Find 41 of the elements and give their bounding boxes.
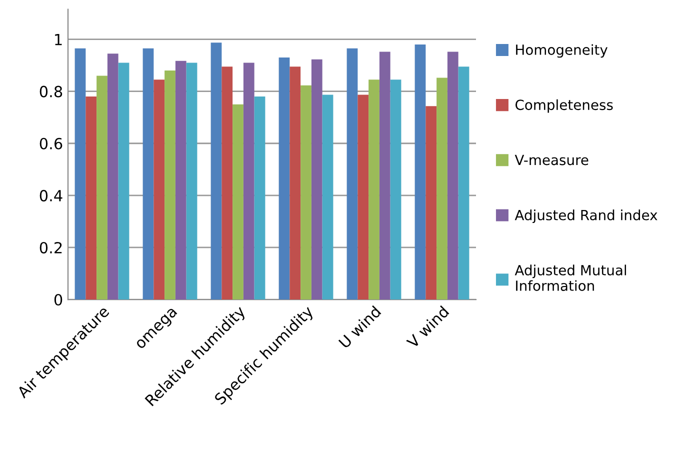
bar: [447, 52, 458, 300]
bar: [232, 104, 244, 300]
bar: [164, 70, 176, 300]
bar: [186, 62, 198, 300]
bar: [300, 85, 312, 300]
bar: [311, 59, 322, 300]
bar: [414, 44, 426, 300]
bar: [346, 48, 358, 300]
bar: [426, 106, 437, 300]
legend-label: V-measure: [514, 154, 588, 166]
bar: [458, 66, 470, 300]
y-tick-label: 0.8: [40, 86, 62, 98]
bar: [210, 42, 222, 300]
bar: [86, 96, 97, 300]
y-tick-label: 1: [55, 34, 62, 46]
bar: [322, 94, 334, 300]
bar: [222, 66, 233, 300]
bar: [278, 58, 290, 300]
bar: [243, 62, 254, 300]
y-tick-label: 0: [54, 294, 62, 306]
bar: [379, 52, 390, 300]
legend-label: Homogeneity: [516, 44, 608, 58]
y-tick-label: 0.6: [40, 138, 62, 150]
bar: [436, 78, 448, 300]
legend-label: Completeness: [515, 99, 613, 113]
bar: [74, 48, 86, 300]
bar: [175, 60, 186, 300]
bar: [154, 80, 165, 300]
bar: [390, 80, 402, 300]
legend-label: Adjusted Mutual Information: [514, 264, 626, 291]
bar: [254, 96, 266, 300]
bar: [142, 48, 154, 300]
y-tick-label: 0.4: [40, 190, 62, 202]
bar: [368, 80, 380, 300]
bar: [96, 76, 108, 300]
bar: [107, 54, 118, 300]
y-tick-label: 0.2: [40, 242, 62, 254]
legend-label: Adjusted Rand index: [514, 210, 658, 223]
bar: [358, 94, 369, 300]
bar: [290, 66, 301, 300]
bar: [118, 62, 130, 300]
